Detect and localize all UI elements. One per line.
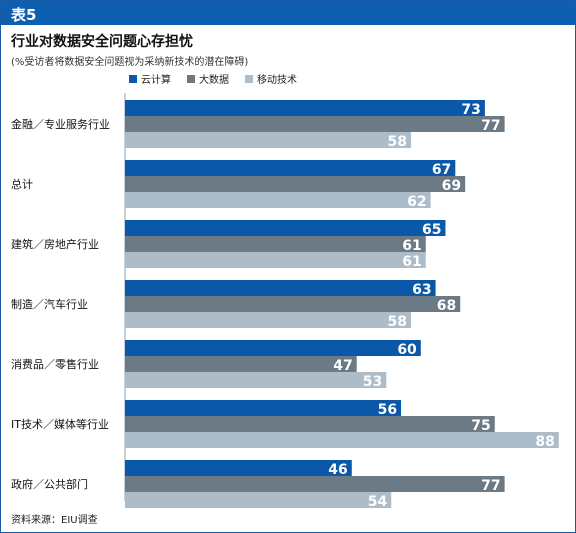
data-label-6-1: 56: [378, 402, 397, 418]
data-label-6-2: 75: [471, 418, 490, 434]
bar-2-2: [125, 176, 466, 192]
data-label-3-1: 65: [422, 222, 441, 238]
legend-label-3: 移动技术: [257, 73, 297, 86]
data-label-7-3: 54: [368, 494, 388, 510]
chart-title: 行业对数据安全问题心存担忧: [11, 34, 193, 50]
bar-6-3: [125, 432, 559, 448]
table-label: 表5: [11, 6, 37, 24]
bar-4-3: [125, 312, 411, 328]
bar-6-2: [125, 416, 495, 432]
legend-label-1: 云计算: [141, 73, 171, 86]
data-label-4-2: 68: [437, 298, 456, 314]
bar-5-1: [125, 340, 421, 356]
data-label-1-2: 77: [481, 118, 500, 134]
data-label-7-2: 77: [481, 478, 500, 494]
legend-swatch-2: [187, 75, 195, 83]
source-note: 资料来源：EIU调查: [11, 515, 98, 526]
legend-swatch-3: [245, 75, 253, 83]
category-label-3: 建筑／房地产行业: [11, 237, 99, 251]
category-label-1: 金融／专业服务行业: [11, 117, 110, 131]
data-label-5-1: 60: [397, 342, 417, 358]
data-label-2-2: 69: [442, 178, 461, 194]
bar-7-2: [125, 476, 505, 492]
table-banner: 表5: [1, 1, 575, 25]
data-label-4-1: 63: [412, 282, 431, 298]
category-label-2: 总计: [11, 177, 33, 191]
data-label-2-3: 62: [407, 194, 426, 210]
data-label-3-2: 61: [402, 238, 421, 254]
chart-subtitle: (%受访者将数据安全问题视为采纳新技术的潜在障碍): [11, 57, 249, 68]
bar-4-1: [125, 280, 436, 296]
bar-3-1: [125, 220, 446, 236]
category-label-5: 消费品／零售行业: [11, 357, 99, 371]
bar-1-2: [125, 116, 505, 132]
bar-5-2: [125, 356, 357, 372]
bar-3-3: [125, 252, 426, 268]
bar-4-2: [125, 296, 461, 312]
legend-label-2: 大数据: [199, 73, 229, 86]
bar-7-1: [125, 460, 352, 476]
bar-2-3: [125, 192, 431, 208]
bar-6-1: [125, 400, 402, 416]
category-label-4: 制造／汽车行业: [11, 297, 88, 311]
data-label-5-3: 53: [363, 374, 382, 390]
bar-1-1: [125, 100, 485, 116]
bar-2-1: [125, 160, 456, 176]
data-label-6-3: 88: [535, 434, 554, 450]
bar-1-3: [125, 132, 411, 148]
legend-swatch-1: [129, 75, 137, 83]
bar-5-3: [125, 372, 387, 388]
bar-3-2: [125, 236, 426, 252]
category-label-6: IT技术／媒体等行业: [11, 417, 109, 431]
data-label-1-1: 73: [461, 102, 480, 118]
data-label-3-3: 61: [402, 254, 421, 270]
data-label-1-3: 58: [387, 134, 406, 150]
bar-7-3: [125, 492, 392, 508]
data-label-4-3: 58: [387, 314, 406, 330]
data-label-5-2: 47: [333, 358, 352, 374]
data-label-7-1: 46: [328, 462, 347, 478]
category-label-7: 政府／公共部门: [11, 477, 88, 491]
data-label-2-1: 67: [432, 162, 451, 178]
